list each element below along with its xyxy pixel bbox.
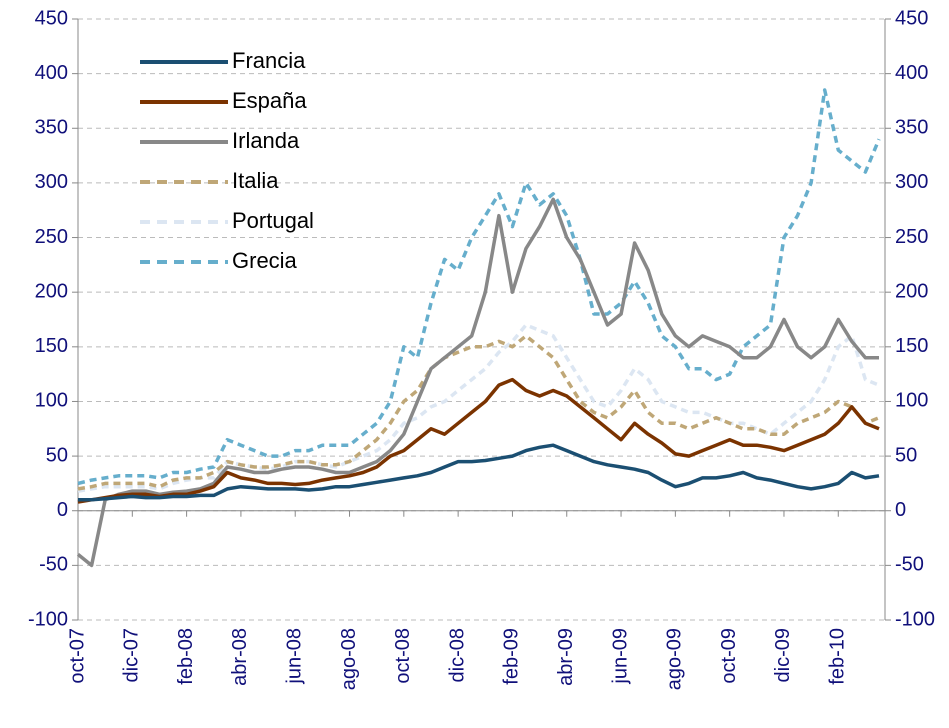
- y-tick-label: 0: [57, 499, 68, 521]
- x-tick-label: feb-09: [501, 628, 523, 685]
- y2-tick-label: 250: [895, 226, 928, 248]
- y2-tick-label: 150: [895, 335, 928, 357]
- series-line: [77, 88, 881, 486]
- y2-tick-label: 100: [895, 390, 928, 412]
- legend-label: Portugal: [232, 208, 314, 233]
- y2-tick-label: 400: [895, 62, 928, 84]
- x-tick-label: ago-08: [338, 628, 360, 690]
- x-tick-label: jun-09: [609, 628, 631, 685]
- y2-tick-label: 0: [895, 499, 906, 521]
- y2-tick-label: 350: [895, 117, 928, 139]
- x-tick-label: abr-08: [229, 628, 251, 686]
- y-tick-label: 300: [35, 171, 68, 193]
- y2-tick-label: 300: [895, 171, 928, 193]
- x-tick-label: dic-09: [772, 628, 794, 682]
- x-tick-label: feb-08: [175, 628, 197, 685]
- x-tick-label: oct-07: [66, 628, 88, 684]
- y2-tick-label: 50: [895, 444, 917, 466]
- legend-label: Francia: [232, 48, 306, 73]
- y2-tick-label: 450: [895, 7, 928, 29]
- legend-label: Grecia: [232, 248, 298, 273]
- y2-tick-label: -50: [895, 554, 924, 576]
- x-tick-label: oct-09: [718, 628, 740, 684]
- y2-tick-label: 200: [895, 280, 928, 302]
- y-tick-label: 400: [35, 62, 68, 84]
- x-tick-label: dic-08: [446, 628, 468, 682]
- legend-label: España: [232, 88, 307, 113]
- legend-label: Irlanda: [232, 128, 300, 153]
- x-tick-label: jun-08: [284, 628, 306, 685]
- x-tick-label: oct-08: [392, 628, 414, 684]
- y-tick-label: 250: [35, 226, 68, 248]
- y-tick-label: -100: [28, 608, 68, 630]
- legend-label: Italia: [232, 168, 279, 193]
- y-tick-label: 350: [35, 117, 68, 139]
- y-tick-label: -50: [39, 554, 68, 576]
- y-tick-label: 50: [46, 444, 68, 466]
- y-tick-label: 200: [35, 280, 68, 302]
- series-line: [78, 443, 880, 502]
- y-tick-label: 450: [35, 7, 68, 29]
- x-tick-label: ago-09: [664, 628, 686, 690]
- series-line: [76, 197, 879, 568]
- y2-tick-label: -100: [895, 608, 935, 630]
- y-tick-label: 150: [35, 335, 68, 357]
- x-tick-label: dic-07: [121, 628, 143, 682]
- y-tick-label: 100: [35, 390, 68, 412]
- x-tick-label: feb-10: [827, 628, 849, 685]
- series-line: [77, 323, 880, 493]
- x-tick-label: abr-09: [555, 628, 577, 686]
- series-line: [77, 334, 880, 491]
- series-line: [77, 377, 880, 504]
